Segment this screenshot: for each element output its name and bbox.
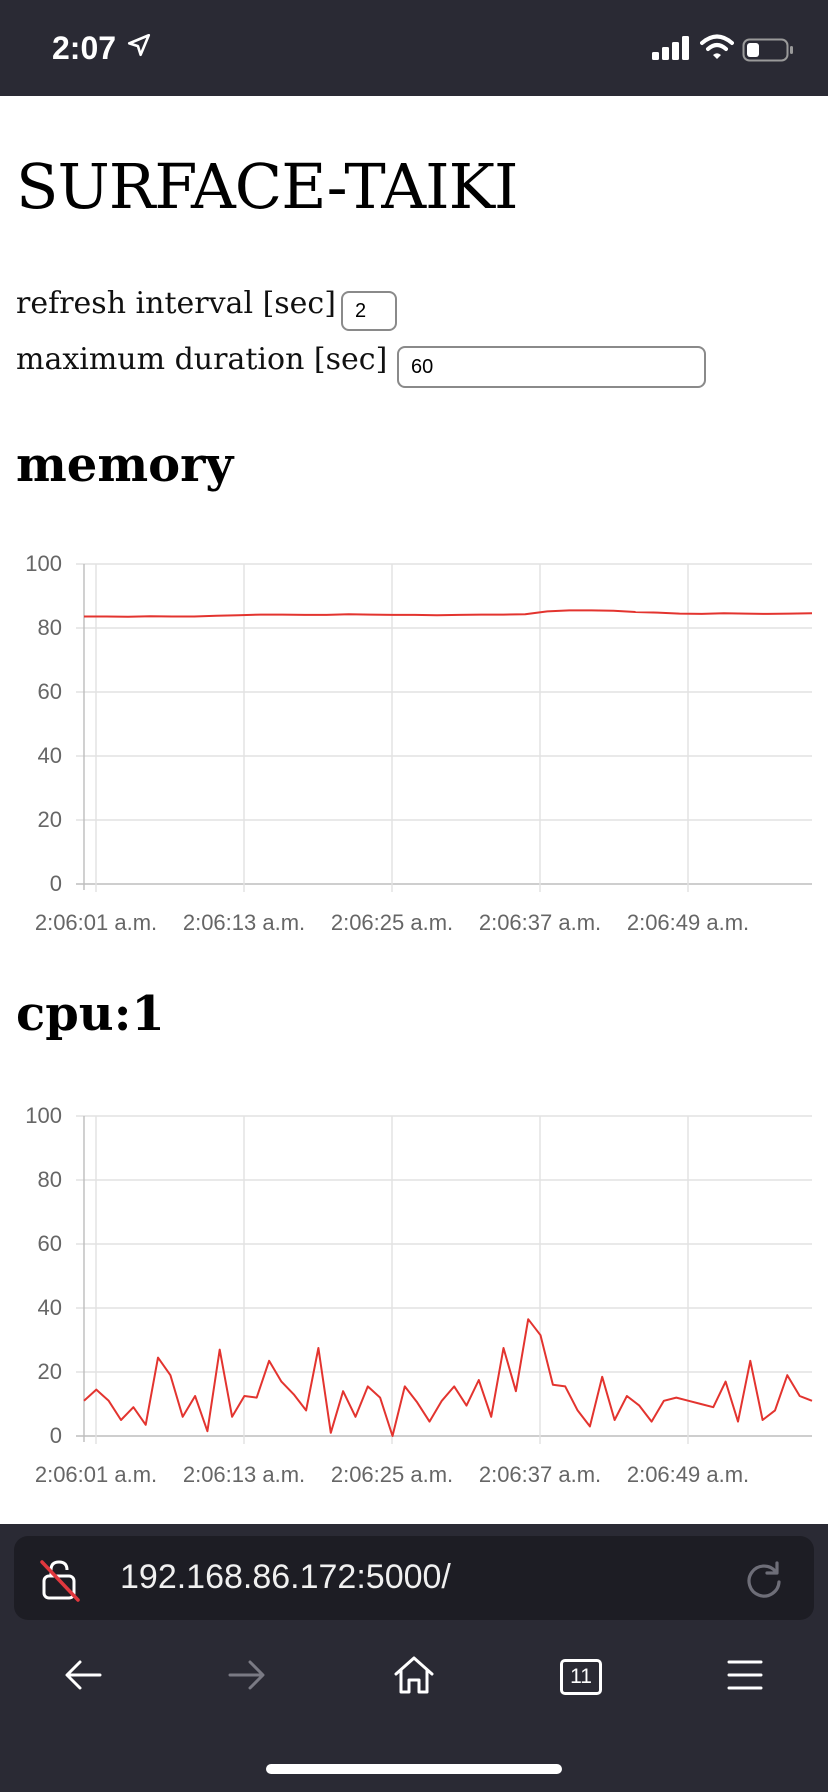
forward-arrow-icon[interactable] xyxy=(226,1654,268,1696)
location-arrow-icon xyxy=(126,32,152,58)
tabs-icon[interactable]: 11 xyxy=(560,1659,602,1695)
memory-chart-y-tick-label: 60 xyxy=(38,679,62,704)
cpu-chart-x-tick-label: 2:06:49 a.m. xyxy=(627,1462,749,1487)
memory-chart-title: memory xyxy=(16,437,233,493)
memory-chart-x-tick-label: 2:06:25 a.m. xyxy=(331,910,453,935)
cpu-chart-y-tick-label: 60 xyxy=(38,1231,62,1256)
memory-chart-series-line xyxy=(84,610,812,616)
battery-icon xyxy=(742,38,794,62)
memory-chart-x-tick-label: 2:06:49 a.m. xyxy=(627,910,749,935)
memory-chart-x-tick-label: 2:06:37 a.m. xyxy=(479,910,601,935)
memory-chart-x-tick-label: 2:06:13 a.m. xyxy=(183,910,305,935)
refresh-interval-input[interactable] xyxy=(341,291,397,331)
memory-chart-x-tick-label: 2:06:01 a.m. xyxy=(35,910,157,935)
cpu-chart-y-tick-label: 20 xyxy=(38,1359,62,1384)
status-bar: 2:07 xyxy=(0,0,828,96)
cpu-chart-title: cpu:1 xyxy=(16,986,165,1042)
reload-icon[interactable] xyxy=(742,1558,786,1602)
cpu-chart-x-tick-label: 2:06:37 a.m. xyxy=(479,1462,601,1487)
cpu-chart-y-tick-label: 40 xyxy=(38,1295,62,1320)
back-arrow-icon[interactable] xyxy=(62,1654,104,1696)
tab-count: 11 xyxy=(563,1662,599,1692)
cpu-chart-y-tick-label: 0 xyxy=(50,1423,62,1448)
status-time: 2:07 xyxy=(52,30,116,67)
page-title: SURFACE-TAIKI xyxy=(16,150,517,223)
refresh-interval-label: refresh interval [sec] xyxy=(16,286,336,321)
maximum-duration-label: maximum duration [sec] xyxy=(16,342,387,377)
wifi-icon xyxy=(700,34,734,60)
cpu-chart-y-tick-label: 80 xyxy=(38,1167,62,1192)
memory-chart-y-tick-label: 80 xyxy=(38,615,62,640)
memory-chart-y-tick-label: 40 xyxy=(38,743,62,768)
menu-icon[interactable] xyxy=(726,1654,764,1696)
memory-chart-y-tick-label: 20 xyxy=(38,807,62,832)
cpu-chart-x-tick-label: 2:06:13 a.m. xyxy=(183,1462,305,1487)
cpu-chart: 0 20 40 60 80 100 2:06:01 a.m. 2:06:13 a.m. 2:06… xyxy=(0,1092,828,1502)
insecure-lock-icon xyxy=(40,1558,82,1602)
home-indicator xyxy=(266,1764,562,1774)
url-text[interactable]: 192.168.86.172:5000/ xyxy=(120,1558,451,1597)
home-icon[interactable] xyxy=(393,1654,435,1696)
maximum-duration-input[interactable] xyxy=(397,346,706,388)
cpu-chart-series-line xyxy=(84,1319,812,1436)
cpu-chart-y-tick-label: 100 xyxy=(25,1103,62,1128)
memory-chart: 0 20 40 60 80 100 2:06:01 a.m. 2:06:13 a.m. 2:06… xyxy=(0,540,828,950)
memory-chart-y-tick-label: 100 xyxy=(25,551,62,576)
signal-icon xyxy=(652,36,690,60)
cpu-chart-x-tick-label: 2:06:25 a.m. xyxy=(331,1462,453,1487)
memory-chart-y-tick-label: 0 xyxy=(50,871,62,896)
cpu-chart-x-tick-label: 2:06:01 a.m. xyxy=(35,1462,157,1487)
